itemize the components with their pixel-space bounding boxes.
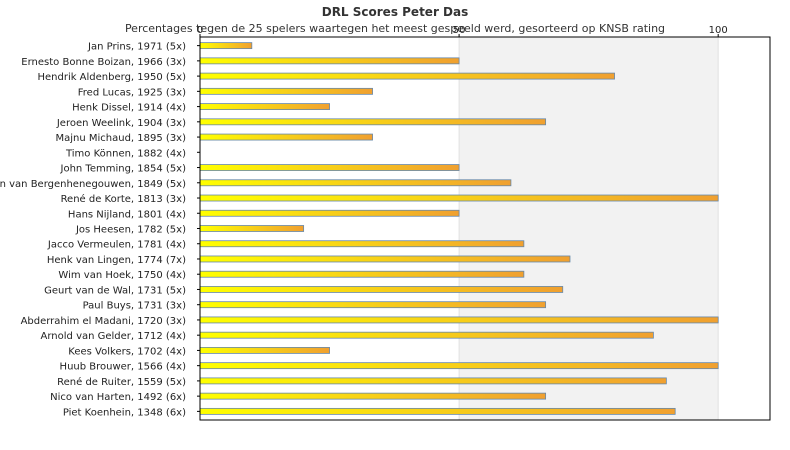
category-label: Hendrik Aldenberg, 1950 (5x) (37, 72, 186, 83)
bar (199, 316, 719, 324)
chart-subtitle: Percentages tegen de 25 spelers waartege… (124, 22, 666, 35)
bar (199, 286, 564, 293)
category-label: René de Korte, 1813 (3x) (61, 193, 187, 205)
category-label: Jeroen Weelink, 1904 (3x) (56, 118, 186, 129)
category-label: Jan Prins, 1971 (5x) (87, 42, 186, 53)
category-label: Ernesto Bonne Boizan, 1966 (3x) (21, 57, 186, 68)
bar (199, 255, 571, 263)
category-label: Hans Nijland, 1801 (4x) (68, 209, 186, 220)
chart-title: DRL Scores Peter Das (321, 5, 469, 19)
bar (199, 194, 719, 202)
category-label: Fred Lucas, 1925 (3x) (78, 87, 186, 98)
category-label: Henk Dissel, 1914 (4x) (72, 103, 186, 114)
bar (199, 362, 719, 370)
bar (199, 133, 373, 141)
category-label: Jan van Bergenhenegouwen, 1849 (5x) (0, 179, 186, 190)
category-label: Paul Buys, 1731 (3x) (83, 301, 186, 312)
category-label: Kees Volkers, 1702 (4x) (68, 346, 186, 357)
x-tick-label: 50 (453, 25, 466, 36)
bar (199, 87, 373, 95)
category-label: Majnu Michaud, 1895 (3x) (55, 133, 186, 144)
category-label: Wim van Hoek, 1750 (4x) (58, 270, 186, 281)
bar (199, 347, 330, 354)
bar (199, 209, 460, 217)
bar (199, 407, 676, 415)
bar (199, 225, 305, 232)
category-label: René de Ruiter, 1559 (5x) (57, 376, 186, 388)
bar (199, 240, 525, 248)
bar (199, 103, 330, 110)
bar (199, 72, 615, 80)
category-label: Jos Heesen, 1782 (5x) (75, 225, 186, 236)
category-label: Piet Koenhein, 1348 (6x) (63, 407, 186, 418)
bar (199, 270, 525, 278)
category-label: Henk van Lingen, 1774 (7x) (47, 255, 186, 266)
category-label: Jacco Vermeulen, 1781 (4x) (47, 240, 186, 251)
bar (199, 377, 667, 385)
bar (199, 392, 547, 400)
category-label: John Temming, 1854 (5x) (60, 164, 187, 175)
category-label: Arnold van Gelder, 1712 (4x) (41, 331, 187, 342)
x-tick-label: 100 (709, 25, 728, 36)
bar (199, 179, 512, 187)
category-label: Timo Können, 1882 (4x) (65, 148, 186, 159)
category-label: Nico van Harten, 1492 (6x) (50, 392, 186, 403)
bar (199, 331, 654, 339)
category-label: Geurt van de Wal, 1731 (5x) (44, 285, 186, 296)
bar (199, 118, 547, 126)
bar (199, 164, 460, 171)
bar (199, 57, 460, 65)
x-tick-label: 0 (197, 25, 203, 36)
category-label: Abderrahim el Madani, 1720 (3x) (21, 316, 187, 327)
grid-band (459, 37, 719, 420)
category-label: Huub Brouwer, 1566 (4x) (60, 362, 187, 373)
bar (199, 301, 547, 309)
bar (199, 42, 253, 50)
